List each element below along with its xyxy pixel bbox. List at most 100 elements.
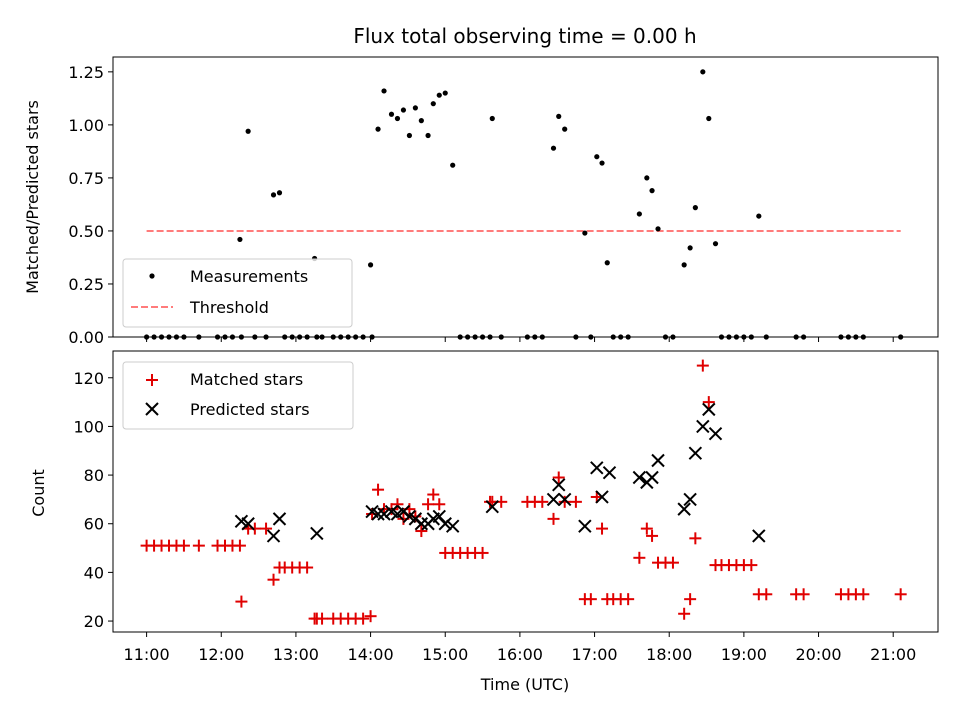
matched-stars-point	[415, 525, 428, 538]
measurement-point	[756, 213, 762, 219]
matched-stars-point	[702, 396, 715, 409]
chart-title: Flux total observing time = 0.00 h	[353, 24, 696, 48]
measurement-point	[692, 205, 698, 211]
matched-stars-point	[689, 532, 702, 545]
matched-stars-point	[760, 588, 773, 601]
measurement-point	[394, 115, 401, 122]
predicted-stars-point	[683, 492, 697, 507]
measurement-point	[388, 111, 395, 117]
x-tick-label: 16:00	[497, 645, 543, 664]
matched-stars-point	[267, 573, 280, 586]
matched-stars-point	[547, 512, 560, 525]
matched-stars-point	[192, 539, 205, 552]
ratio-x-ticks	[146, 337, 894, 342]
legend-matched-label: Matched stars	[190, 370, 303, 389]
matched-stars-point	[640, 522, 653, 535]
predicted-stars-point	[702, 402, 716, 417]
measurement-point	[450, 162, 456, 168]
matched-stars-point	[536, 495, 549, 508]
legend-measurements-label: Measurements	[190, 267, 308, 286]
predicted-stars-point	[241, 517, 255, 531]
matched-stars-point	[646, 529, 659, 542]
x-tick-label: 21:00	[870, 645, 916, 664]
predicted-stars-point	[696, 419, 710, 434]
predicted-stars-point	[557, 492, 572, 507]
matched-stars-point	[596, 522, 609, 535]
predicted-stars-point	[645, 470, 659, 485]
counts-panel: 20 40 60 80 100 120 11:00 12:00 13:00 14:00 15:00…	[29, 350, 939, 694]
measurement-point	[700, 69, 706, 75]
legend-predicted-marker	[145, 402, 159, 416]
y-tick-label: 20	[84, 612, 104, 631]
counts-legend-box	[122, 361, 354, 430]
measurement-point	[442, 90, 448, 96]
measurement-point	[550, 145, 557, 151]
ratio-y-axis-label: Matched/Predicted stars	[23, 100, 42, 294]
predicted-stars-point	[445, 519, 460, 533]
measurement-point	[400, 107, 407, 113]
matched-stars-point	[422, 498, 435, 511]
matched-stars-point	[745, 559, 758, 572]
matched-stars-point	[857, 588, 870, 601]
counts-axes-frame	[112, 350, 939, 633]
matched-stars-points	[140, 359, 907, 625]
measurement-point	[406, 132, 413, 139]
predicted-stars-point	[632, 470, 647, 485]
legend-matched-marker	[146, 374, 158, 386]
measurement-point	[687, 245, 693, 251]
matched-stars-point	[797, 588, 810, 601]
counts-x-axis: 11:00 12:00 13:00 14:00 15:00 16:00 17:00 18:00…	[124, 632, 916, 664]
matched-stars-point	[301, 561, 314, 574]
matched-stars-point	[622, 593, 635, 606]
y-tick-label: 1.00	[68, 116, 104, 135]
counts-y-axis: 20 40 60 80 100 120	[73, 369, 113, 631]
x-tick-label: 11:00	[124, 645, 170, 664]
predicted-stars-points	[234, 402, 766, 543]
measurement-point	[237, 236, 243, 243]
matched-stars-point	[633, 551, 646, 564]
measurement-point	[712, 241, 719, 247]
matched-stars-point	[678, 607, 691, 620]
legend-threshold-label: Threshold	[189, 298, 269, 317]
counts-legend: Matched stars Predicted stars	[122, 361, 354, 430]
matched-stars-point	[666, 556, 679, 569]
measurement-point	[556, 113, 562, 119]
matched-stars-point	[552, 471, 565, 484]
predicted-stars-point	[651, 453, 665, 468]
legend-predicted-label: Predicted stars	[190, 400, 310, 419]
measurement-point	[418, 118, 424, 124]
y-tick-label: 120	[73, 369, 104, 388]
matched-stars-point	[476, 546, 489, 559]
predicted-stars-point	[310, 526, 324, 541]
measurement-point	[245, 128, 251, 134]
ratio-legend: Measurements Threshold	[122, 258, 353, 328]
x-axis-label: Time (UTC)	[480, 675, 569, 694]
matched-stars-point	[584, 593, 597, 606]
predicted-stars-point	[708, 427, 723, 441]
y-tick-label: 0.00	[68, 328, 104, 347]
measurement-point	[681, 262, 687, 268]
predicted-stars-point	[677, 502, 691, 516]
matched-stars-point	[248, 522, 261, 535]
predicted-stars-point	[578, 519, 592, 533]
predicted-stars-point	[546, 492, 561, 507]
x-tick-label: 20:00	[795, 645, 841, 664]
measurement-point	[276, 190, 283, 196]
measurement-point	[636, 211, 642, 217]
predicted-stars-point	[438, 517, 452, 531]
matched-stars-point	[260, 522, 273, 535]
measurement-point	[367, 262, 374, 268]
x-tick-label: 19:00	[721, 645, 767, 664]
x-tick-label: 12:00	[198, 645, 244, 664]
x-tick-label: 18:00	[646, 645, 692, 664]
y-tick-label: 100	[73, 417, 104, 436]
y-tick-label: 0.50	[68, 222, 104, 241]
measurement-point	[582, 230, 588, 236]
y-tick-label: 0.75	[68, 169, 104, 188]
measurement-point	[430, 101, 436, 107]
ratio-axes-frame	[112, 56, 939, 338]
predicted-stars-point	[602, 465, 617, 480]
y-tick-label: 60	[84, 515, 104, 534]
matched-stars-point	[427, 488, 440, 501]
